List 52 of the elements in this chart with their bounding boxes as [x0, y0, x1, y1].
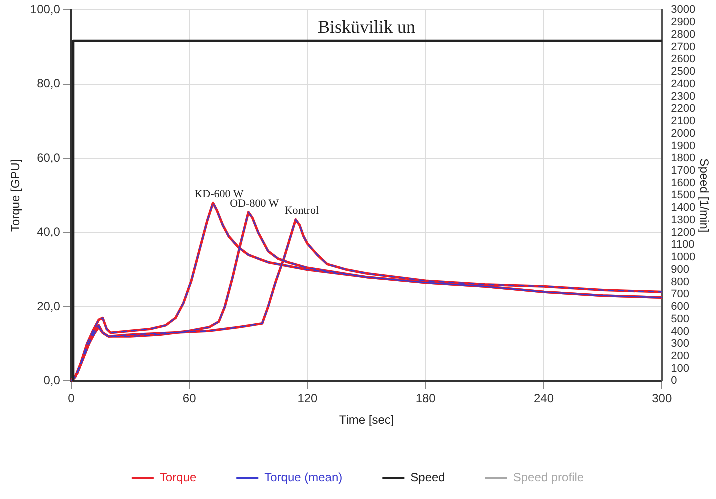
x-tick-label: 300 [652, 392, 672, 406]
y-tick-label: 20,0 [37, 299, 61, 314]
y2-tick-label: 1800 [671, 152, 696, 165]
y2-tick-label: 1100 [671, 239, 695, 252]
y2-tick-label: 100 [671, 362, 690, 375]
legend-label: Speed [410, 470, 446, 484]
y2-tick-label: 900 [671, 264, 690, 276]
y2-tick-label: 500 [671, 313, 690, 326]
y2-tick-label: 800 [671, 276, 690, 288]
y2-tick-label: 1200 [671, 226, 696, 239]
x-tick-label: 60 [182, 392, 197, 406]
y2-tick-label: 600 [671, 301, 690, 314]
y-tick-label: 0,0 [44, 374, 61, 388]
y2-tick-label: 200 [671, 350, 690, 362]
y2-tick-label: 700 [671, 288, 690, 301]
y2-tick-label: 3000 [671, 4, 696, 16]
y-tick-label: 80,0 [37, 76, 61, 91]
x-tick-label: 120 [298, 392, 318, 406]
annotation: Kontrol [284, 205, 320, 218]
y2-tick-label: 1500 [671, 190, 696, 202]
chart-title: Bisküvilik un [318, 16, 416, 37]
y2-tick-label: 1600 [671, 177, 696, 190]
x-tick-label: 240 [534, 392, 554, 406]
y2-tick-label: 0 [671, 375, 678, 388]
legend-label: Torque (mean) [264, 470, 343, 484]
y2-tick-label: 2200 [671, 103, 696, 116]
legend-label: Torque [160, 470, 197, 484]
y2-tick-label: 1300 [671, 214, 696, 226]
y-tick-label: 60,0 [37, 150, 61, 165]
y-tick-label: 40,0 [37, 225, 61, 240]
y2-tick-label: 2500 [671, 66, 696, 78]
y2-tick-label: 2300 [671, 90, 696, 103]
y2-tick-label: 1700 [671, 165, 696, 177]
y2-tick-label: 2600 [671, 54, 696, 66]
y2-tick-label: 2900 [671, 16, 696, 29]
y2-tick-label: 1400 [671, 202, 696, 214]
y-axis-title: Torque [GPU] [8, 159, 23, 232]
x-tick-label: 180 [416, 392, 436, 406]
legend-label: Speed profile [513, 470, 584, 484]
y-tick-label: 100,0 [30, 2, 61, 17]
y2-tick-label: 1000 [671, 252, 696, 264]
y2-tick-label: 2000 [671, 128, 696, 140]
y2-tick-label: 2800 [671, 28, 696, 41]
y2-tick-label: 400 [671, 326, 690, 338]
x-tick-label: 0 [68, 392, 76, 406]
y2-tick-label: 2100 [671, 116, 696, 128]
y2-axis-title: Speed [1/min] [697, 158, 712, 233]
y2-tick-label: 300 [671, 338, 690, 350]
y2-tick-label: 1900 [671, 140, 696, 152]
y2-tick-label: 2700 [671, 41, 696, 54]
x-axis-title: Time [sec] [339, 413, 394, 428]
y2-tick-label: 2400 [671, 78, 696, 90]
